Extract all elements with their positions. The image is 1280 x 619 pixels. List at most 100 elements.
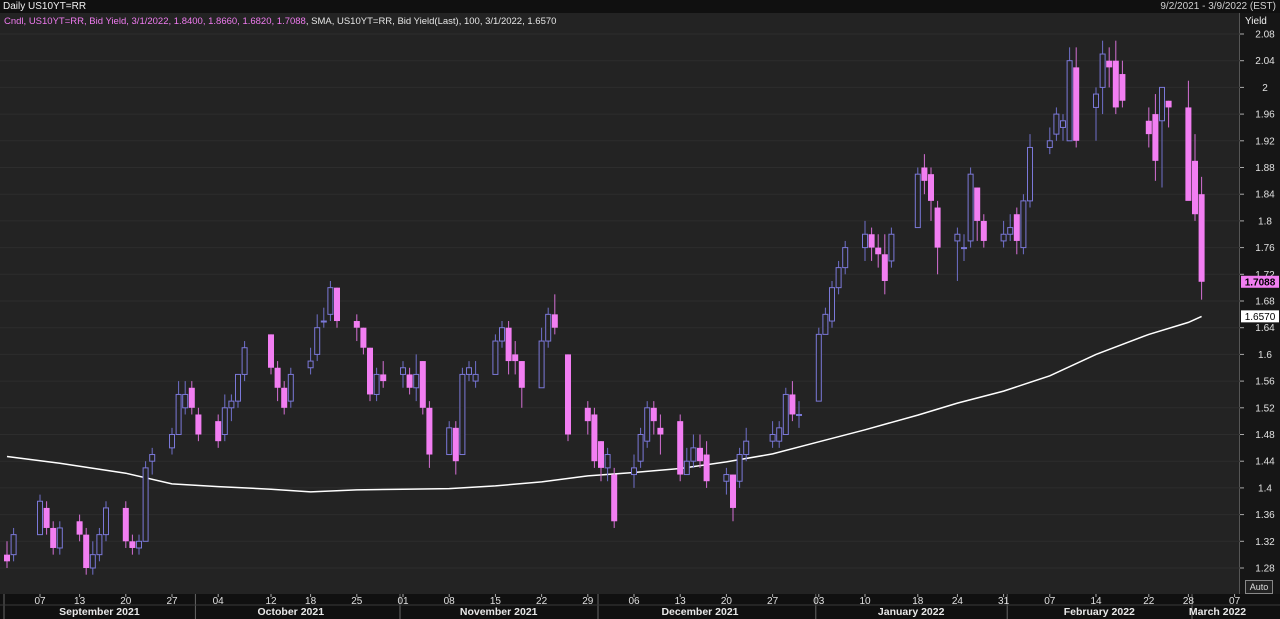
- candle-body: [320, 320, 327, 323]
- candle-body: [1099, 53, 1106, 88]
- y-tick-label: 1.64: [1255, 323, 1275, 334]
- candle-body: [512, 354, 519, 362]
- candle-body: [446, 427, 453, 456]
- candle-body: [1053, 113, 1060, 135]
- candle-body: [736, 454, 743, 482]
- x-tick-label: 25: [351, 596, 363, 607]
- candle-body: [327, 287, 334, 315]
- x-tick-label: 12: [265, 596, 277, 607]
- candle-body: [1119, 74, 1126, 101]
- x-axis[interactable]: [0, 594, 1280, 619]
- auto-scale-button[interactable]: Auto: [1245, 580, 1273, 594]
- month-label: March 2022: [1189, 606, 1246, 618]
- y-tick-label: 1.96: [1255, 110, 1275, 121]
- candle-body: [1060, 120, 1066, 128]
- candle-body: [1198, 194, 1205, 282]
- candle-body: [334, 287, 340, 322]
- y-tick-label: 1.48: [1255, 430, 1275, 441]
- y-tick-label: 1.72: [1255, 270, 1275, 281]
- candle-body: [584, 407, 591, 422]
- candle-body: [307, 360, 314, 369]
- candle-body: [822, 313, 829, 335]
- candle-body: [835, 267, 842, 289]
- candle-body: [241, 347, 248, 375]
- candle-body: [881, 254, 888, 281]
- candle-body: [1192, 160, 1198, 215]
- candle-body: [1106, 60, 1113, 68]
- candle-body: [730, 474, 736, 508]
- candle-body: [149, 454, 156, 462]
- candle-body: [815, 333, 822, 402]
- candle-body: [103, 507, 109, 536]
- x-tick-label: 14: [1090, 596, 1102, 607]
- plot-area[interactable]: [0, 13, 1240, 594]
- candle-body: [175, 393, 182, 436]
- candle-body: [862, 233, 868, 249]
- candle-body: [545, 313, 552, 342]
- candle-body: [373, 373, 380, 395]
- last-price-tag: [1241, 275, 1279, 288]
- candle-body: [499, 327, 505, 342]
- candle-body: [868, 234, 875, 248]
- candle-body: [1185, 107, 1192, 201]
- candle-body: [1145, 120, 1152, 135]
- x-tick-label: 22: [536, 596, 548, 607]
- x-tick-label: 08: [444, 596, 456, 607]
- candle-body: [743, 440, 750, 456]
- y-tick-label: 1.92: [1255, 136, 1275, 147]
- x-tick-label: 13: [74, 596, 86, 607]
- x-tick-label: 24: [952, 596, 964, 607]
- candle-body: [518, 361, 525, 388]
- candle-body: [56, 527, 63, 549]
- sma-value-tag: [1241, 310, 1279, 323]
- candle-body: [459, 373, 466, 456]
- candle-body: [650, 407, 657, 422]
- candle-body: [367, 347, 373, 395]
- candle-body: [690, 447, 697, 462]
- candle-body: [829, 287, 835, 322]
- candle-body: [419, 361, 426, 408]
- candle-body: [182, 393, 189, 409]
- y-tick-label: 1.88: [1255, 163, 1275, 174]
- candle-body: [1152, 114, 1159, 161]
- y-axis[interactable]: [1240, 13, 1280, 594]
- date-range: 9/2/2021 - 3/9/2022 (EST): [1160, 1, 1276, 12]
- candle-body: [974, 187, 981, 221]
- candle-body: [1013, 214, 1020, 241]
- x-tick-label: 31: [998, 596, 1010, 607]
- candle-body: [631, 467, 637, 476]
- candle-body: [888, 233, 895, 262]
- month-label: October 2021: [258, 606, 325, 618]
- month-label: February 2022: [1064, 606, 1135, 618]
- candle-body: [413, 373, 420, 389]
- candle-body: [4, 554, 10, 562]
- candle-body: [380, 374, 387, 382]
- chart-legend: Cndl, US10YT=RR, Bid Yield, 3/1/2022, 1.…: [4, 16, 556, 27]
- x-tick-label: 07: [1229, 596, 1241, 607]
- candle-body: [142, 467, 149, 542]
- candle-body: [1112, 60, 1119, 108]
- candle-body: [1027, 146, 1033, 202]
- y-tick-label: 1.52: [1255, 403, 1275, 414]
- y-tick-label: 2: [1262, 83, 1268, 94]
- candle-body: [914, 173, 921, 229]
- y-tick-label: 1.4: [1258, 483, 1272, 494]
- sma-value-label: 1.6570: [1245, 312, 1276, 323]
- candle-body: [281, 387, 288, 408]
- candle-body: [657, 427, 664, 435]
- x-tick-label: 20: [120, 596, 132, 607]
- candle-body: [400, 367, 406, 375]
- x-tick-label: 03: [813, 596, 825, 607]
- candle-body: [492, 340, 499, 375]
- candle-body: [215, 421, 222, 442]
- month-label: November 2021: [460, 606, 538, 618]
- x-tick-label: 07: [1044, 596, 1056, 607]
- candle-body: [287, 373, 294, 402]
- window-title: Daily US10YT=RR: [3, 1, 87, 12]
- legend-candle-series: Cndl, US10YT=RR, Bid Yield, 3/1/2022, 1.…: [4, 16, 306, 27]
- candle-body: [980, 220, 987, 241]
- candle-body: [96, 534, 103, 556]
- x-tick-label: 01: [397, 596, 409, 607]
- last-price-label: 1.7088: [1245, 277, 1276, 288]
